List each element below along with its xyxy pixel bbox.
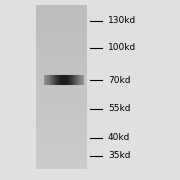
Text: 55kd: 55kd bbox=[108, 104, 130, 113]
Text: 35kd: 35kd bbox=[108, 151, 130, 160]
Text: 70kd: 70kd bbox=[108, 76, 130, 85]
Text: 40kd: 40kd bbox=[108, 133, 130, 142]
Text: 100kd: 100kd bbox=[108, 43, 136, 52]
Text: 130kd: 130kd bbox=[108, 16, 136, 25]
